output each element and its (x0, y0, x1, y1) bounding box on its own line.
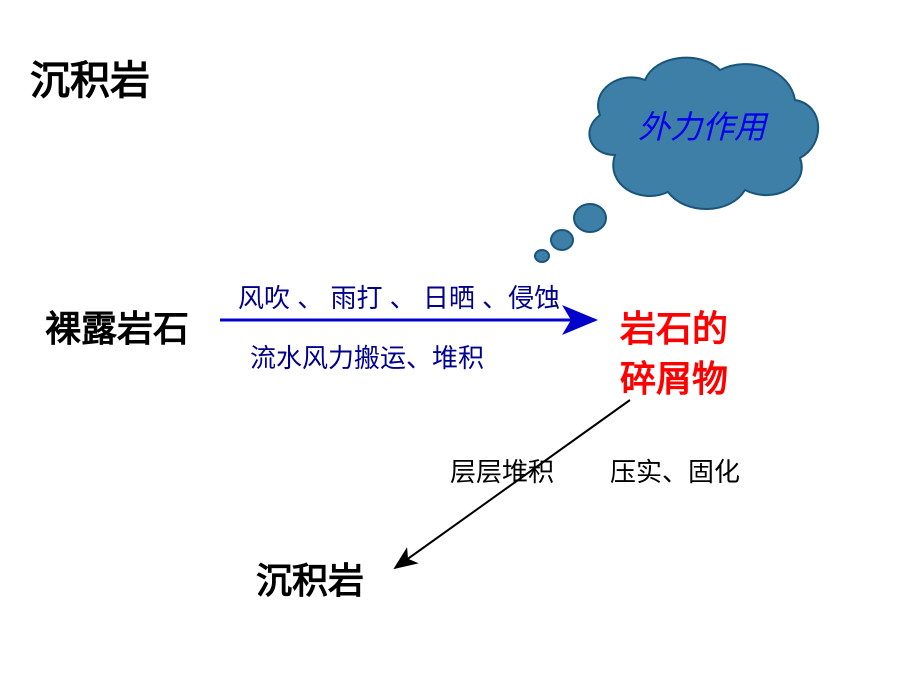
cloud-text: 外力作用 (638, 109, 769, 145)
node-sedimentary: 沉积岩 (256, 552, 364, 604)
label-compact: 压实、固化 (610, 452, 740, 489)
cloud-shape (535, 58, 818, 262)
label-layer: 层层堆积 (450, 452, 554, 489)
cloud-bubble-3 (535, 250, 549, 262)
node-fragments-line1: 岩石的 (620, 300, 728, 352)
node-exposed-rock: 裸露岩石 (45, 300, 189, 352)
cloud-main (589, 58, 818, 209)
cloud-bubble-2 (551, 230, 573, 250)
label-process-top: 风吹 、 雨打 、 日晒 、侵蚀 (238, 278, 560, 315)
page-title: 沉积岩 (30, 48, 150, 106)
label-process-bottom: 流水风力搬运、堆积 (250, 338, 484, 375)
cloud-bubble-1 (574, 204, 606, 232)
node-fragments-line2: 碎屑物 (620, 350, 728, 402)
